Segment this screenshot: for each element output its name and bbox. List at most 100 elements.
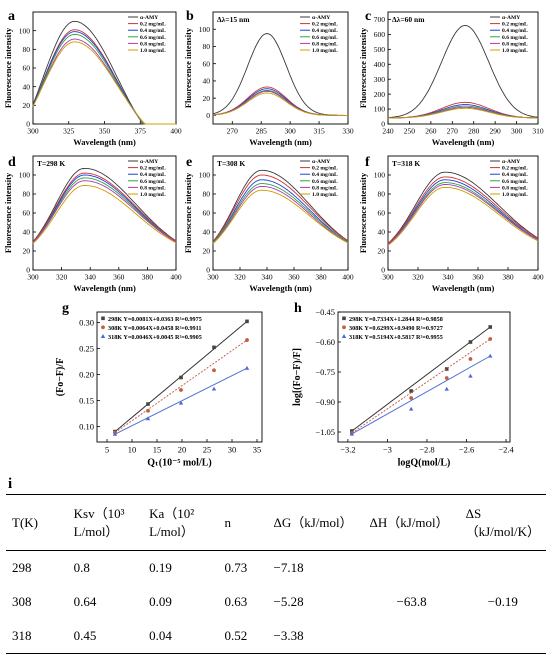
spectrum-line-6 xyxy=(387,186,539,246)
y-tick-label: −0.75 xyxy=(315,367,335,377)
data-point xyxy=(212,368,216,373)
x-tick-label: 350 xyxy=(99,127,111,136)
legend-entry: 0.2 mg/mL xyxy=(140,22,166,28)
y-tick-label: 60 xyxy=(203,59,211,68)
y-tick-label: 20 xyxy=(378,247,386,256)
legend-marker xyxy=(101,316,105,321)
y-tick-label: 80 xyxy=(378,190,386,199)
data-point xyxy=(408,406,414,411)
legend-marker xyxy=(342,316,346,321)
legend-entry: 0.4 mg/mL xyxy=(502,28,528,34)
table-row: 318 0.45 0.04 0.52 −3.38 xyxy=(6,619,546,654)
legend-marker xyxy=(342,325,346,330)
x-tick-label: 360 xyxy=(113,273,125,282)
legend-entry: 0.4 mg/mL xyxy=(140,28,166,34)
cell-delta-s xyxy=(460,619,546,654)
cell-delta-g: −7.18 xyxy=(273,560,304,576)
y-tick-label: 20 xyxy=(203,247,211,256)
cell-temperature: 308 xyxy=(12,594,32,610)
y-tick-label: 100 xyxy=(19,26,31,35)
panel-letter-a: a xyxy=(8,9,15,24)
data-point xyxy=(179,375,183,380)
fit-line-2 xyxy=(114,339,248,434)
y-axis-label: Fluorescence intensity xyxy=(358,27,368,108)
x-tick-label: 380 xyxy=(502,273,514,282)
panel-annotation: T=308 K xyxy=(217,159,245,168)
x-tick-label: 290 xyxy=(490,127,502,136)
y-tick-label: 40 xyxy=(203,228,211,237)
scatter-panel-h: h −3.2 −3 −2.8 −2.6 −2.4 −1.05 −0.90 −0.75 −0.60 −… xyxy=(292,301,515,469)
legend-marker xyxy=(341,334,347,338)
cell-delta-h: −63.8 xyxy=(396,594,427,610)
y-tick-label: 600 xyxy=(374,30,386,39)
spectrum-line-2 xyxy=(212,86,348,116)
binding-parameter-table-panel: i T(K) Ksv（10³ L/mol） Ka（10² L/mol） n ΔG… xyxy=(0,472,550,654)
x-tick-label: 300 xyxy=(511,127,523,136)
y-tick-label: 40 xyxy=(23,228,31,237)
data-point xyxy=(444,376,449,380)
x-tick-label: 310 xyxy=(532,127,544,136)
legend-marker xyxy=(100,334,106,338)
x-tick-label: 375 xyxy=(135,127,147,136)
data-point xyxy=(146,402,150,406)
y-tick-label: 40 xyxy=(378,228,386,237)
x-tick-label: 300 xyxy=(27,273,39,282)
cell-n: 0.52 xyxy=(224,628,248,644)
legend-entry: 0.4 mg/mL xyxy=(502,172,528,178)
cell-ksv: 0.8 xyxy=(73,560,90,576)
legend-entry: 0.8 mg/mL xyxy=(312,41,338,47)
legend-entry: 0.4 mg/mL xyxy=(312,172,338,178)
spectrum-line-6 xyxy=(32,41,176,125)
x-tick-label: 5 xyxy=(105,445,109,455)
legend-entry: 1.0 mg/mL xyxy=(312,48,338,54)
cell-delta-h xyxy=(364,551,460,586)
y-tick-label: 500 xyxy=(374,45,386,54)
data-point xyxy=(178,400,184,405)
legend-entry: 0.2 mg/mL xyxy=(502,22,528,28)
cell-ksv: 0.45 xyxy=(73,628,97,644)
y-axis-label: Fluorescence intensity xyxy=(358,172,368,253)
data-point xyxy=(488,325,493,329)
legend-entry: 0.2 mg/mL xyxy=(502,166,528,172)
x-tick-label: 330 xyxy=(342,127,354,136)
x-tick-label: 300 xyxy=(27,127,39,136)
spectrum-line-1 xyxy=(212,169,349,242)
y-tick-label: 80 xyxy=(23,45,31,54)
panel-letter-i: i xyxy=(8,476,13,492)
spectrum-panel-a: a 300 325 350 375 400 0 20 40 60 80 100 Wavelength (… xyxy=(3,9,182,147)
legend-entry: 0.8 mg/mL xyxy=(502,185,528,191)
panel-letter-f: f xyxy=(365,155,370,170)
x-tick-label: 400 xyxy=(532,273,544,282)
data-point xyxy=(468,373,473,378)
data-point xyxy=(409,396,414,400)
y-tick-label: −0.45 xyxy=(315,307,335,317)
cell-delta-h xyxy=(364,619,460,654)
legend-entry: 0.6 mg/mL xyxy=(312,35,338,41)
panel-letter-b: b xyxy=(186,9,194,24)
y-tick-label: 100 xyxy=(374,171,386,180)
y-axis-label: log[(Fo−F)/F] xyxy=(292,348,303,406)
y-tick-label: 80 xyxy=(203,42,211,51)
y-tick-label: 300 xyxy=(374,75,386,84)
plot-frame xyxy=(212,11,349,125)
legend-entry: 0.4 mg/mL xyxy=(312,28,338,34)
legend-entry: 0.8 mg/mL xyxy=(312,185,338,191)
x-tick-label: 240 xyxy=(382,127,394,136)
x-axis-label: Qₜ(10⁻⁵ mol/L) xyxy=(147,458,211,469)
spectrum-line-2 xyxy=(387,176,539,244)
header-delta-h: ΔH（kJ/mol） xyxy=(369,514,449,530)
legend-entry: α-AMY xyxy=(312,159,330,165)
x-tick-label: 340 xyxy=(442,273,454,282)
spectrum-line-6 xyxy=(32,185,177,244)
x-tick-label: 280 xyxy=(468,127,480,136)
legend-entry: α-AMY xyxy=(502,159,520,165)
x-axis-label: Wavelength (nm) xyxy=(432,283,495,293)
data-point xyxy=(444,367,449,371)
x-tick-label: 380 xyxy=(142,273,154,282)
x-tick-label: 30 xyxy=(228,445,237,455)
data-point xyxy=(212,345,216,350)
x-tick-label: 300 xyxy=(207,273,219,282)
x-tick-label: 340 xyxy=(85,273,97,282)
x-axis-label: Wavelength (nm) xyxy=(73,137,136,147)
x-tick-label: 320 xyxy=(412,273,424,282)
